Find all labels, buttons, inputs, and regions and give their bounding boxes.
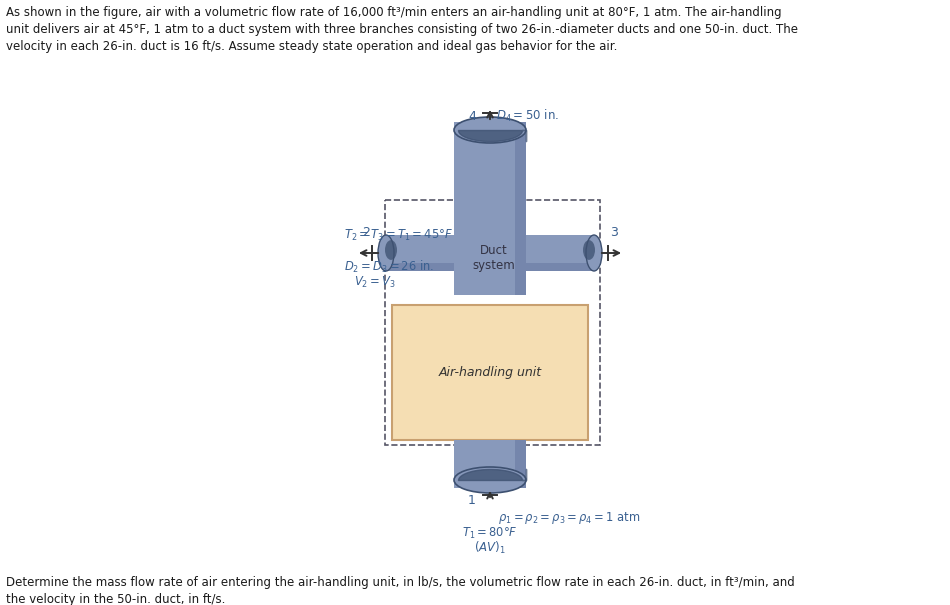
Ellipse shape [583,240,595,260]
Bar [392,305,588,440]
Bar [386,235,454,271]
Bar [454,440,526,488]
Bar [454,122,526,295]
Ellipse shape [454,117,526,143]
Text: $D_4 = 50$ in.: $D_4 = 50$ in. [496,108,559,124]
Ellipse shape [454,467,526,493]
Text: Determine the mass flow rate of air entering the air-handling unit, in lb/s, the: Determine the mass flow rate of air ente… [6,576,795,605]
Text: 1: 1 [468,494,476,506]
Text: $T_1 = 80°F$: $T_1 = 80°F$ [462,526,518,541]
Bar [515,122,526,295]
Text: Air-handling unit: Air-handling unit [439,366,542,379]
Bar [515,440,526,488]
Ellipse shape [378,235,394,271]
Text: $D_2 = D_3 = 26$ in.: $D_2 = D_3 = 26$ in. [344,259,434,275]
Bar [526,263,594,271]
Text: 2: 2 [362,226,370,239]
Text: As shown in the figure, air with a volumetric flow rate of 16,000 ft³/min enters: As shown in the figure, air with a volum… [6,6,798,53]
Text: $\rho_1 = \rho_2 = \rho_3 = \rho_4 = 1$ atm: $\rho_1 = \rho_2 = \rho_3 = \rho_4 = 1$ … [498,510,640,526]
Bar [385,200,600,445]
Text: $V_2 = V_3$: $V_2 = V_3$ [354,275,396,290]
Text: 4: 4 [468,110,476,122]
Text: Duct
system: Duct system [473,243,515,272]
Bar [526,235,594,271]
Ellipse shape [385,240,397,260]
Ellipse shape [586,235,602,271]
Text: $T_2 = T_3 = T_1 = 45°F$: $T_2 = T_3 = T_1 = 45°F$ [344,228,453,243]
Bar [386,263,454,271]
Text: $(AV)_1$: $(AV)_1$ [474,540,506,556]
Text: 3: 3 [610,226,618,239]
